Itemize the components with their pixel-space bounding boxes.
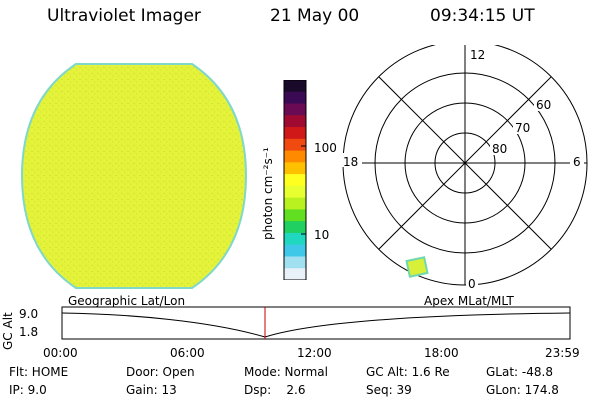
altitude-timeline-plot <box>61 306 571 340</box>
timeline-right-label: Apex MLat/MLT <box>424 294 514 308</box>
status-flt: Flt: HOME <box>9 365 69 379</box>
colorbar-band <box>284 197 306 210</box>
colorbar-band <box>284 174 306 187</box>
status-dsp: Dsp: 2.6 <box>244 383 306 397</box>
timeline-x-tick-1200: 12:00 <box>297 346 332 360</box>
colorbar-band <box>284 91 306 105</box>
colorbar-tick-10: 10 <box>314 228 330 242</box>
status-ip: IP: 9.0 <box>9 383 47 397</box>
mlat-label-70: 70 <box>515 121 530 135</box>
status-gain: Gain: 13 <box>126 383 177 397</box>
colorbar-band <box>284 150 306 163</box>
colorbar <box>283 80 307 280</box>
colorbar-band <box>284 209 306 222</box>
timeline-x-tick-2359: 23:59 <box>545 346 580 360</box>
status-mode: Mode: Normal <box>244 365 328 379</box>
colorbar-band <box>284 256 306 269</box>
mlt-label-18: 18 <box>343 155 358 169</box>
colorbar-band <box>284 138 306 152</box>
timeline-x-tick-0600: 06:00 <box>170 346 205 360</box>
mlat-label-80: 80 <box>492 142 507 156</box>
timeline-y-axis-label: GC Alt <box>1 312 15 350</box>
colorbar-band <box>284 244 306 257</box>
mlt-label-6: 6 <box>573 155 581 169</box>
mlt-label-12: 12 <box>470 48 485 62</box>
timeline-y-tick-bottom: 1.8 <box>19 325 39 339</box>
colorbar-band <box>284 221 306 234</box>
colorbar-band <box>284 127 306 140</box>
status-glat: GLat: -48.8 <box>486 365 553 379</box>
colorbar-tick-100: 100 <box>314 141 337 155</box>
aurora-patch <box>405 256 429 278</box>
timeline-x-tick-1800: 18:00 <box>424 346 459 360</box>
mlt-label-0: 0 <box>468 277 476 291</box>
colorbar-band <box>284 80 306 93</box>
earth-uv-image <box>20 63 248 289</box>
timeline-y-tick-top: 9.0 <box>19 307 39 321</box>
timeline-left-label: Geographic Lat/Lon <box>68 294 186 308</box>
colorbar-band <box>284 115 306 128</box>
mlat-label-60: 60 <box>536 98 551 112</box>
colorbar-band <box>284 268 306 280</box>
status-seq: Seq: 39 <box>366 383 412 397</box>
colorbar-band <box>284 162 306 175</box>
colorbar-band <box>284 185 306 199</box>
altitude-curve <box>61 312 571 338</box>
timeline-frame <box>61 306 571 340</box>
date-label: 21 May 00 <box>270 6 360 26</box>
timeline-x-tick-0000: 00:00 <box>43 346 78 360</box>
colorbar-band <box>284 232 306 246</box>
colorbar-unit-label: photon cm⁻²s⁻¹ <box>261 147 275 240</box>
time-label: 09:34:15 UT <box>430 6 535 26</box>
status-glon: GLon: 174.8 <box>486 383 559 397</box>
instrument-title: Ultraviolet Imager <box>47 6 201 26</box>
status-gc-alt: GC Alt: 1.6 Re <box>366 365 450 379</box>
colorbar-frame <box>283 80 307 280</box>
status-door: Door: Open <box>126 365 195 379</box>
polar-plot: 12 18 6 0 60 70 80 <box>340 45 588 291</box>
colorbar-band <box>284 103 306 116</box>
